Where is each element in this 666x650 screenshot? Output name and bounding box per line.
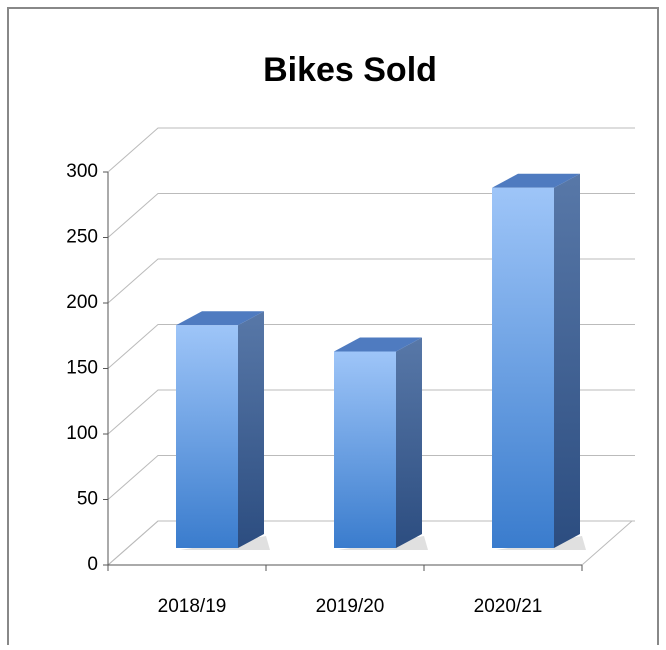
bar-front — [334, 351, 396, 548]
grid-line — [107, 324, 635, 369]
grid-line — [107, 258, 635, 304]
bar — [334, 337, 428, 550]
bar-side — [238, 311, 264, 548]
y-tick-label: 250 — [66, 227, 98, 248]
x-tick-label: 2018/19 — [158, 596, 227, 617]
grid-line — [107, 193, 635, 238]
bar-side — [554, 173, 580, 548]
y-tick-label: 100 — [66, 423, 98, 444]
y-tick-label: 300 — [66, 161, 98, 182]
bar-side — [396, 337, 422, 548]
chart-border — [7, 7, 659, 645]
bar-top — [176, 311, 264, 326]
grid-line — [107, 389, 635, 435]
bar-top — [492, 173, 580, 188]
y-tick-label: 50 — [77, 489, 98, 510]
grid-line — [107, 455, 635, 500]
bar — [492, 173, 586, 550]
grid-line — [107, 127, 635, 173]
bar — [176, 311, 270, 550]
bar-front — [492, 187, 554, 548]
y-tick-label: 150 — [66, 358, 98, 379]
y-tick-label: 200 — [66, 292, 98, 313]
chart-title: Bikes Sold — [263, 51, 437, 89]
x-tick-label: 2019/20 — [316, 596, 385, 617]
x-tick-label: 2020/21 — [474, 596, 543, 617]
y-tick-label: 0 — [87, 554, 98, 575]
bar-top — [334, 337, 422, 352]
bar-front — [176, 325, 238, 548]
grid-line — [107, 520, 635, 566]
